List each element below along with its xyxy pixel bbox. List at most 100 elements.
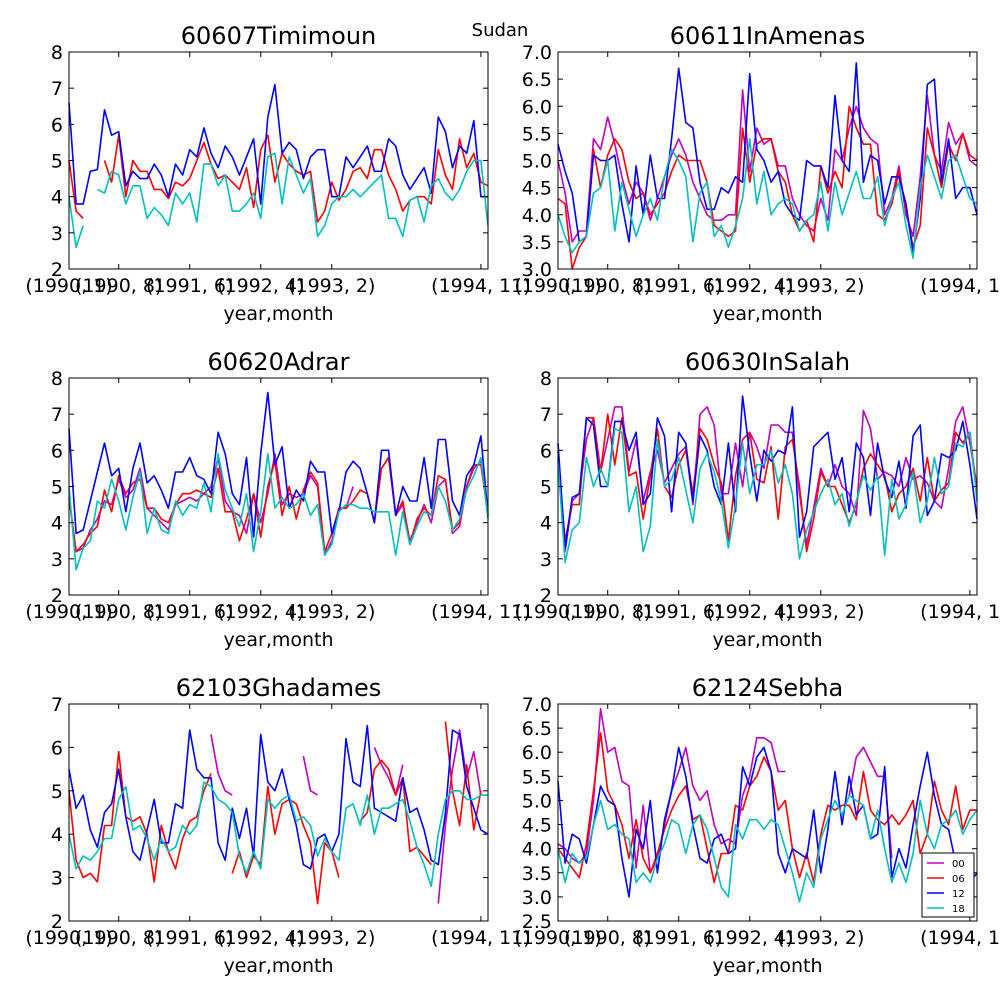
series-group — [68, 721, 489, 905]
x-tick-label: (1994, 11) — [920, 601, 1000, 623]
y-tick-label: 7.0 — [522, 694, 552, 716]
y-tick-label: 7 — [51, 78, 63, 100]
x-tick-label: (1993, 2) — [288, 927, 375, 949]
series-group — [68, 83, 489, 249]
series-line — [68, 391, 489, 538]
series-line — [68, 83, 488, 205]
x-tick-label: (1993, 2) — [288, 275, 375, 297]
x-tick-label: (1994, 11) — [431, 601, 530, 623]
x-tick-label: (1994, 11) — [920, 275, 1000, 297]
series-line — [557, 138, 978, 259]
series-group — [557, 62, 978, 270]
x-axis-label: year,month — [223, 955, 333, 977]
x-tick-label: (1990, 8) — [564, 601, 651, 623]
figure-suptitle: Sudan — [472, 20, 529, 41]
y-tick-label: 5.5 — [522, 123, 552, 145]
x-tick-label: (1990, 8) — [75, 275, 162, 297]
x-tick-label: (1994, 11) — [431, 275, 530, 297]
y-tick-label: 3.0 — [522, 887, 552, 909]
chart-title: 62124Sebha — [692, 674, 844, 702]
y-tick-label: 2 — [51, 259, 63, 281]
legend-label: 18 — [952, 904, 965, 915]
x-tick-label: (1991, 6) — [146, 275, 233, 297]
x-tick-label: (1990, 8) — [564, 927, 651, 949]
series-line — [557, 732, 977, 884]
x-tick-label: (1991, 6) — [146, 927, 233, 949]
x-tick-label: (1990, 8) — [564, 275, 651, 297]
chart-panel: 3.03.54.04.55.05.56.06.57.0(1990, 1)(199… — [514, 22, 1000, 325]
y-tick-label: 3 — [540, 549, 552, 571]
series-line — [68, 781, 488, 888]
x-tick-label: (1990, 1) — [514, 275, 601, 297]
plot-frame — [68, 51, 489, 270]
x-tick-label: (1994, 11) — [920, 927, 1000, 949]
y-tick-label: 3.5 — [522, 232, 552, 254]
series-line — [68, 453, 489, 571]
y-tick-label: 2 — [51, 585, 63, 607]
y-tick-label: 3.5 — [522, 863, 552, 885]
y-tick-label: 5.0 — [522, 790, 552, 812]
chart-panel: 2 3 4 5 6 7 8 (1990, 1)(1990, 8)(1991, 6)(1992,… — [25, 348, 530, 651]
y-tick-label: 4.5 — [522, 178, 552, 200]
x-axis-label: year,month — [712, 303, 822, 325]
plot-frame — [557, 377, 978, 596]
y-tick-label: 5 — [51, 477, 63, 499]
y-tick-label: 4 — [51, 187, 63, 209]
legend-label: 00 — [952, 859, 965, 870]
chart-title: 62103Ghadames — [176, 674, 381, 702]
x-tick-label: (1990, 8) — [75, 601, 162, 623]
y-tick-label: 6.0 — [522, 742, 552, 764]
chart-title: 60607Timimoun — [181, 22, 376, 50]
y-tick-label: 7 — [51, 404, 63, 426]
x-tick-label: (1992, 4) — [706, 927, 793, 949]
series-line — [68, 724, 489, 870]
y-tick-label: 4 — [540, 513, 552, 535]
x-axis-label: year,month — [223, 629, 333, 651]
plot-frame — [557, 51, 978, 270]
y-tick-label: 3.0 — [522, 259, 552, 281]
x-tick-label: (1994, 11) — [431, 927, 530, 949]
x-axis-label: year,month — [223, 303, 333, 325]
x-tick-label: (1992, 4) — [706, 275, 793, 297]
x-tick-label: (1992, 4) — [706, 601, 793, 623]
series-line — [210, 729, 482, 904]
series-line — [557, 62, 978, 254]
y-tick-label: 5 — [540, 477, 552, 499]
x-tick-label: (1990, 1) — [25, 275, 112, 297]
x-tick-label: (1991, 6) — [635, 927, 722, 949]
y-tick-label: 6.5 — [522, 69, 552, 91]
x-tick-label: (1991, 6) — [635, 601, 722, 623]
chart-title: 60620Adrar — [207, 348, 349, 376]
y-tick-label: 5 — [51, 781, 63, 803]
y-tick-label: 5.0 — [522, 151, 552, 173]
series-line — [68, 456, 489, 553]
chart-panel: 2 3 4 5 6 7 (1990, 1)(1990, 8)(1991, 6)(1992, … — [25, 674, 530, 977]
series-group — [557, 395, 978, 564]
series-line — [557, 413, 978, 553]
y-tick-label: 6 — [540, 440, 552, 462]
x-tick-label: (1993, 2) — [777, 601, 864, 623]
y-tick-label: 7 — [51, 694, 63, 716]
y-tick-label: 4.5 — [522, 815, 552, 837]
chart-title: 60630InSalah — [685, 348, 850, 376]
y-tick-label: 2 — [51, 911, 63, 933]
y-tick-label: 6 — [51, 114, 63, 136]
x-axis-label: year,month — [712, 955, 822, 977]
plot-frame — [68, 703, 489, 922]
y-tick-label: 2 — [540, 585, 552, 607]
x-axis-label: year,month — [712, 629, 822, 651]
y-tick-label: 5.5 — [522, 766, 552, 788]
legend: 00 06 12 18 — [921, 852, 975, 918]
x-tick-label: (1993, 2) — [777, 927, 864, 949]
y-tick-label: 4.0 — [522, 839, 552, 861]
series-line — [68, 721, 482, 905]
legend-label: 06 — [952, 874, 965, 885]
y-tick-label: 4 — [51, 824, 63, 846]
y-tick-label: 8 — [51, 42, 63, 64]
y-tick-label: 8 — [540, 368, 552, 390]
x-tick-label: (1990, 8) — [75, 927, 162, 949]
y-tick-label: 6.0 — [522, 96, 552, 118]
series-line — [557, 89, 978, 243]
chart-panel: 2 3 4 5 6 7 8 (1990, 1)(1990, 8)(1991, 6)(1992,… — [25, 22, 530, 325]
